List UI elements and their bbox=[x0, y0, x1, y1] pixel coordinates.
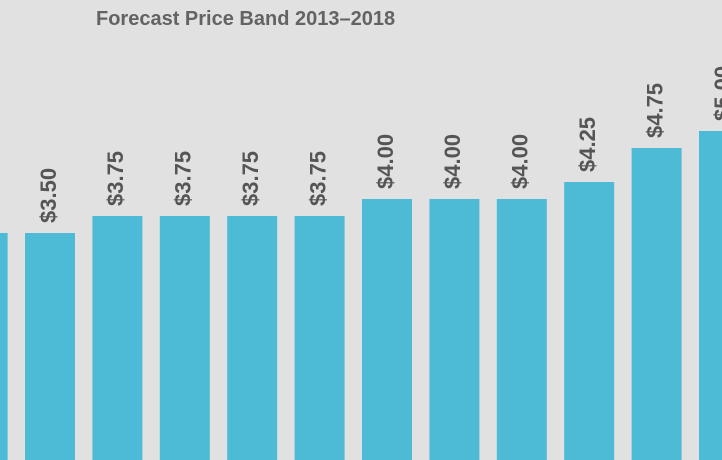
bar bbox=[564, 182, 615, 460]
value-label: $4.75 bbox=[642, 83, 667, 138]
bar bbox=[25, 233, 75, 460]
value-label: $4.00 bbox=[440, 134, 465, 189]
value-label: $5.00 bbox=[710, 66, 722, 121]
value-label: $3.75 bbox=[103, 151, 128, 206]
value-label: $4.25 bbox=[575, 117, 600, 172]
value-label: $3.50 bbox=[36, 168, 61, 223]
value-label: $3.75 bbox=[238, 151, 263, 206]
bar bbox=[0, 233, 8, 460]
value-label: $3.75 bbox=[305, 151, 330, 206]
bar bbox=[159, 216, 210, 460]
bar bbox=[429, 199, 480, 460]
value-label: $3.75 bbox=[171, 151, 196, 206]
bar bbox=[362, 199, 412, 460]
bar bbox=[227, 216, 278, 460]
bar bbox=[92, 216, 143, 460]
bar bbox=[699, 131, 722, 460]
bar bbox=[496, 199, 547, 460]
value-label: $4.00 bbox=[508, 134, 533, 189]
bar bbox=[294, 216, 345, 460]
value-label: $4.00 bbox=[373, 134, 398, 189]
bar bbox=[631, 148, 682, 460]
chart-title: Forecast Price Band 2013–2018 bbox=[96, 8, 395, 30]
